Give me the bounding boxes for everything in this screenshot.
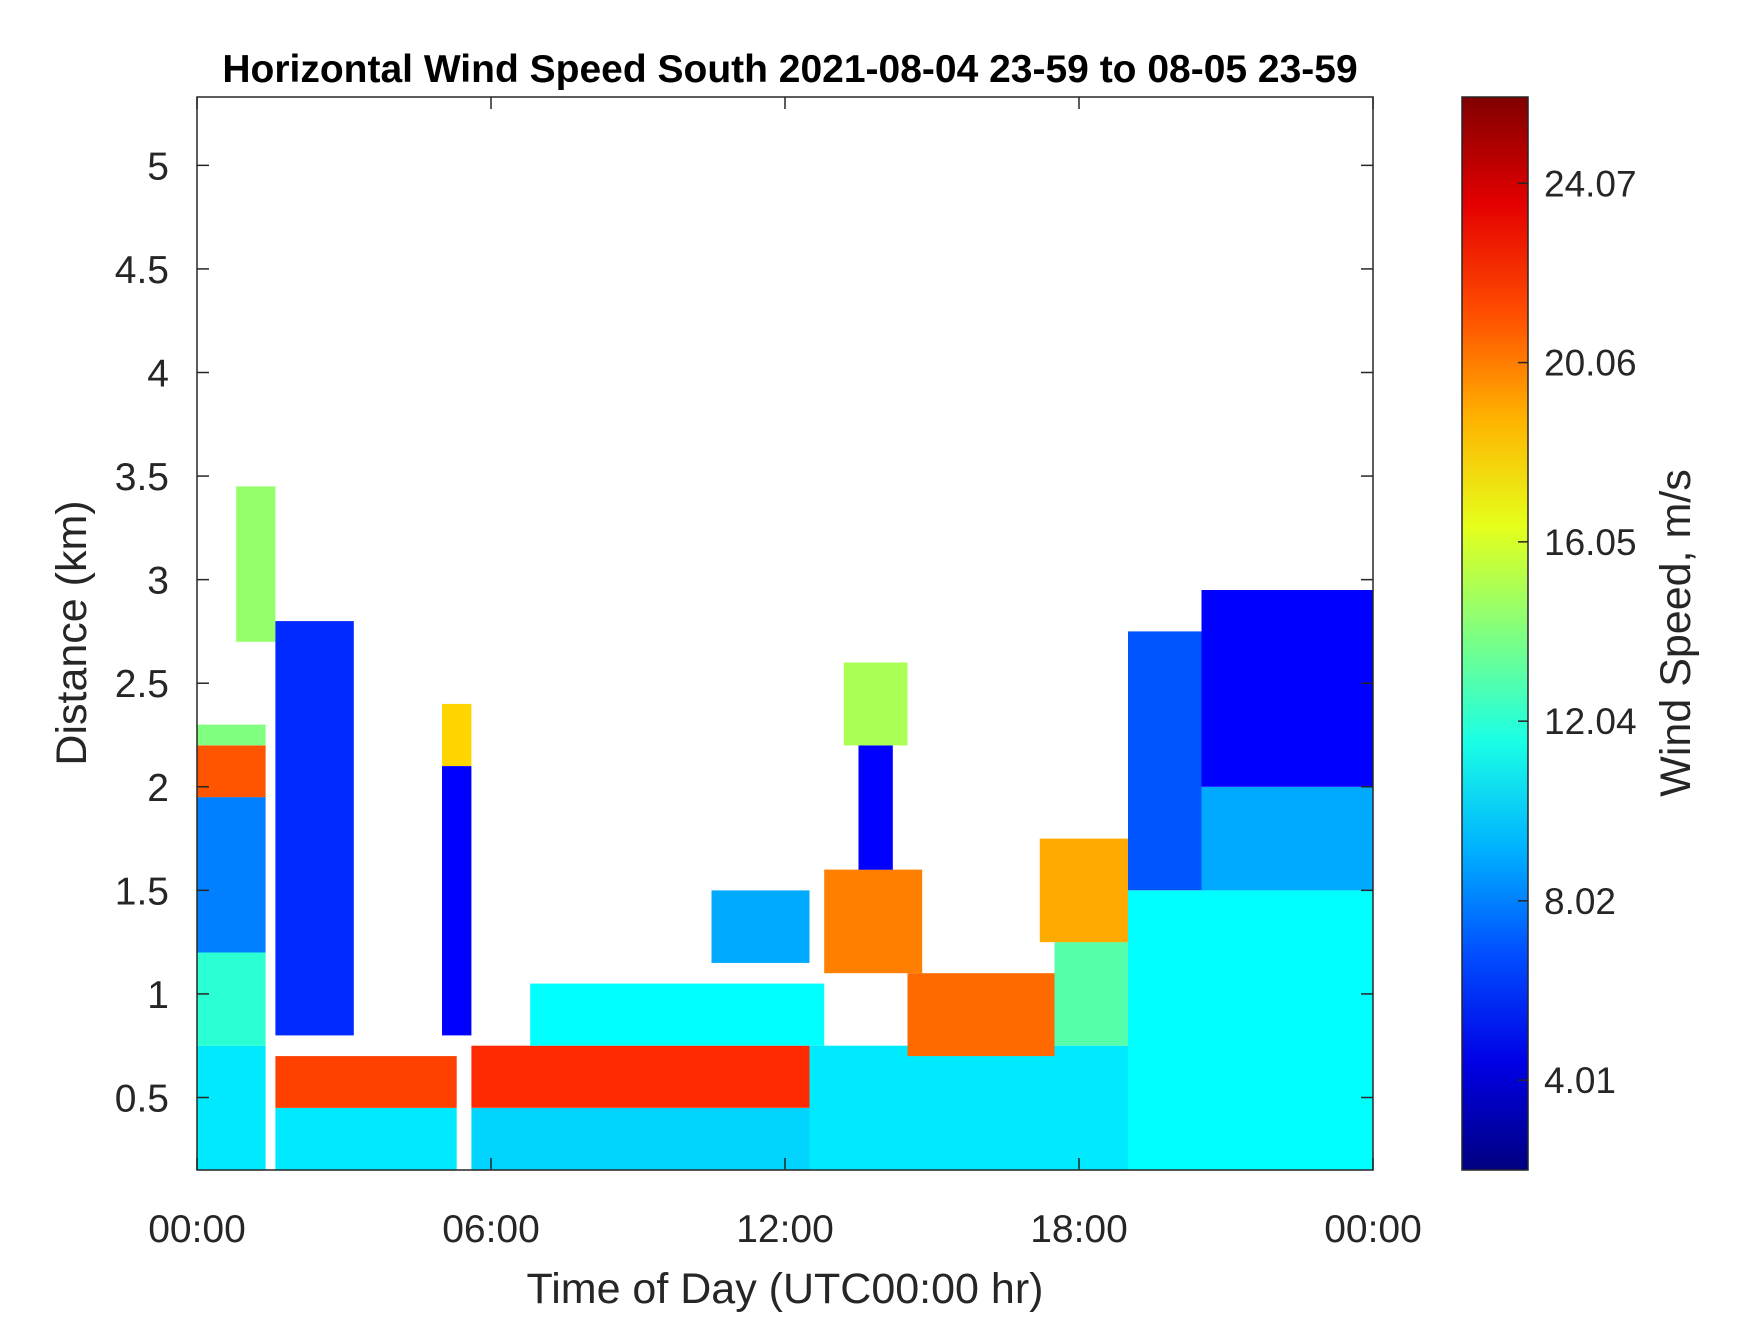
y-tick-label: 3.5 [115,456,169,499]
heatmap-region-22 [1128,890,1373,1170]
heatmap-region-0 [197,1045,266,1170]
heatmap-region-19 [907,973,1055,1057]
y-tick-label: 4 [147,353,169,396]
x-tick-label: 06:00 [442,1208,540,1251]
y-tick-label: 4.5 [115,249,169,292]
heatmap-region-5 [236,486,276,642]
heatmap-region-2 [197,797,266,953]
colorbar-tick-label: 4.01 [1544,1060,1616,1101]
chart-title: Horizontal Wind Speed South 2021-08-04 2… [222,48,1357,91]
colorbar [1461,96,1529,1171]
heatmap-region-10 [442,703,472,766]
colorbar-ticks: 4.01 8.02 12.04 16.05 20.06 24.07 [1518,163,1637,1101]
heatmap-region-8 [275,1056,457,1108]
heatmap-region-25 [1201,590,1373,787]
y-tick-label: 3 [147,560,169,603]
heatmap-region-23 [1128,631,1202,891]
y-tick-label: 2.5 [115,663,169,706]
heatmap-region-13 [530,983,825,1046]
y-tick-label: 0.5 [115,1078,169,1121]
heatmap-region-20 [1054,942,1128,1046]
heatmap-region-24 [1201,786,1373,891]
colorbar-tick-label: 24.07 [1544,163,1637,204]
y-axis-label: Distance (km) [48,500,96,765]
y-tick-label: 1 [147,974,169,1017]
heatmap-region-18 [809,1045,1128,1170]
colorbar-tick-label: 20.06 [1544,343,1637,384]
heatmap-region-6 [275,621,354,1036]
heatmap-region-11 [471,1107,810,1170]
heatmap-region-12 [471,1045,810,1108]
heatmap-cells [197,486,1373,1170]
heatmap-region-9 [442,766,472,1036]
x-tick-label: 12:00 [736,1208,834,1251]
y-tick-label: 2 [147,767,169,810]
heatmap-region-1 [197,952,266,1046]
heatmap-region-4 [197,724,266,746]
x-tick-label: 00:00 [1324,1208,1422,1251]
colorbar-tick-label: 12.04 [1544,701,1637,742]
heatmap-region-7 [275,1107,457,1170]
heatmap-region-17 [843,662,908,746]
x-axis-label: Time of Day (UTC00:00 hr) [527,1265,1044,1313]
heatmap-region-14 [711,890,810,963]
y-axis: 0.5 1 1.5 2 2.5 3 3.5 4 4.5 5 [115,145,1373,1121]
y-tick-label: 1.5 [115,870,169,913]
x-tick-label: 00:00 [148,1208,246,1251]
colorbar-tick-label: 8.02 [1544,881,1616,922]
heatmap-region-16 [858,745,893,870]
x-axis: 00:00 06:00 12:00 18:00 00:00 [148,97,1422,1251]
heatmap-region-21 [1039,838,1128,943]
y-tick-label: 5 [147,145,169,188]
colorbar-tick-label: 16.05 [1544,522,1637,563]
heatmap-region-3 [197,745,266,798]
x-tick-label: 18:00 [1030,1208,1128,1251]
colorbar-label: Wind Speed, m/s [1652,469,1700,796]
heatmap-region-15 [824,869,923,974]
